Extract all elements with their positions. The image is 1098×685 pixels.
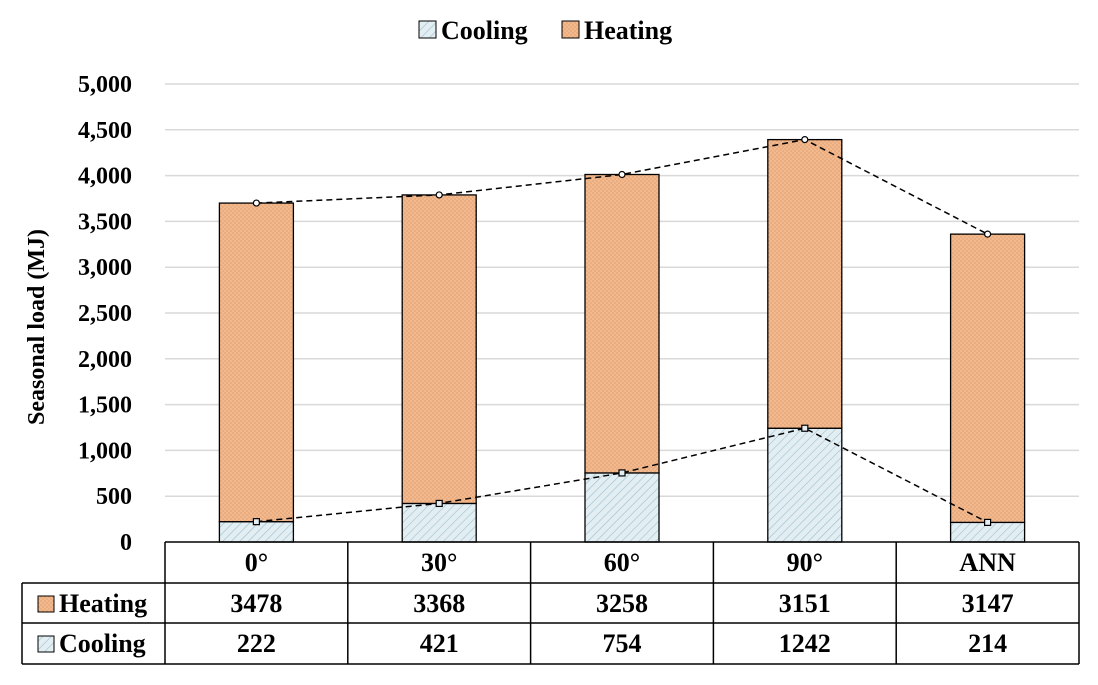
bar-heating-3 xyxy=(767,138,843,429)
legend-swatch-cooling xyxy=(418,20,437,39)
y-tick-label: 2,000 xyxy=(78,347,132,373)
trend-line-cooling xyxy=(256,427,988,524)
y-tick-label: 1,000 xyxy=(78,438,132,464)
y-tick-label: 5,000 xyxy=(78,72,132,98)
cooling-marker-2 xyxy=(618,469,626,477)
table-value-cooling: 1242 xyxy=(779,629,831,658)
trend-lines xyxy=(252,136,992,526)
table-value-heating: 3151 xyxy=(779,589,831,618)
bar-heating-1 xyxy=(401,194,477,505)
legend-label-cooling: Cooling xyxy=(441,16,528,45)
bar-heating-0 xyxy=(218,202,295,523)
table-category-label: 0° xyxy=(245,548,268,577)
cooling-marker-3 xyxy=(801,424,809,432)
table-value-heating: 3478 xyxy=(230,589,282,618)
table-swatch-heating xyxy=(37,595,55,613)
bar-heating-2 xyxy=(584,173,660,474)
trend-line-total xyxy=(256,138,988,235)
table-category-label: 90° xyxy=(787,548,823,577)
cooling-marker-1 xyxy=(435,499,443,508)
y-axis-label: Seasonal load (MJ) xyxy=(24,229,50,425)
total-marker-3 xyxy=(801,136,809,144)
y-axis-ticks: 0 500 1,000 1,500 2,000 2,500 3,000 3,500 4,000 4… xyxy=(78,72,132,556)
table-category-label: 30° xyxy=(421,548,457,577)
table-row-label-heating: Heating xyxy=(59,589,147,618)
bar-cooling-1 xyxy=(401,502,477,543)
table-value-cooling: 754 xyxy=(603,629,642,658)
table-value-cooling: 222 xyxy=(237,629,276,658)
y-tick-label: 3,000 xyxy=(78,255,132,281)
legend: Cooling Heating xyxy=(418,16,672,45)
table-value-cooling: 421 xyxy=(420,629,459,658)
total-marker-0 xyxy=(252,199,260,207)
total-marker-2 xyxy=(618,170,626,179)
table-value-heating: 3258 xyxy=(596,589,648,618)
cooling-marker-4 xyxy=(983,518,992,526)
cooling-marker-0 xyxy=(252,518,260,526)
y-tick-label: 3,500 xyxy=(78,209,132,235)
bars xyxy=(218,138,1026,543)
table-swatch-cooling xyxy=(37,635,55,653)
table-category-label: 60° xyxy=(604,548,640,577)
bar-cooling-3 xyxy=(767,427,843,543)
legend-swatch-heating xyxy=(561,20,580,39)
table-value-heating: 3147 xyxy=(962,589,1014,618)
y-tick-label: 500 xyxy=(96,484,132,510)
legend-label-heating: Heating xyxy=(584,16,672,45)
bar-cooling-2 xyxy=(584,472,660,543)
table-value-cooling: 214 xyxy=(968,629,1007,658)
total-marker-1 xyxy=(435,191,443,199)
table-row-label-cooling: Cooling xyxy=(59,629,146,658)
table-value-heating: 3368 xyxy=(413,589,465,618)
total-marker-4 xyxy=(983,230,992,238)
data-table: 0° 30° 60° 90° ANN Heating Cooling 3478 222 3368 4… xyxy=(21,541,1080,665)
y-tick-label: 4,000 xyxy=(78,164,132,190)
y-tick-label: 0 xyxy=(120,530,132,556)
bar-heating-4 xyxy=(949,233,1026,524)
table-category-label: ANN xyxy=(959,548,1016,577)
y-tick-label: 4,500 xyxy=(78,118,132,144)
y-tick-label: 2,500 xyxy=(78,301,132,327)
y-tick-label: 1,500 xyxy=(78,393,132,419)
